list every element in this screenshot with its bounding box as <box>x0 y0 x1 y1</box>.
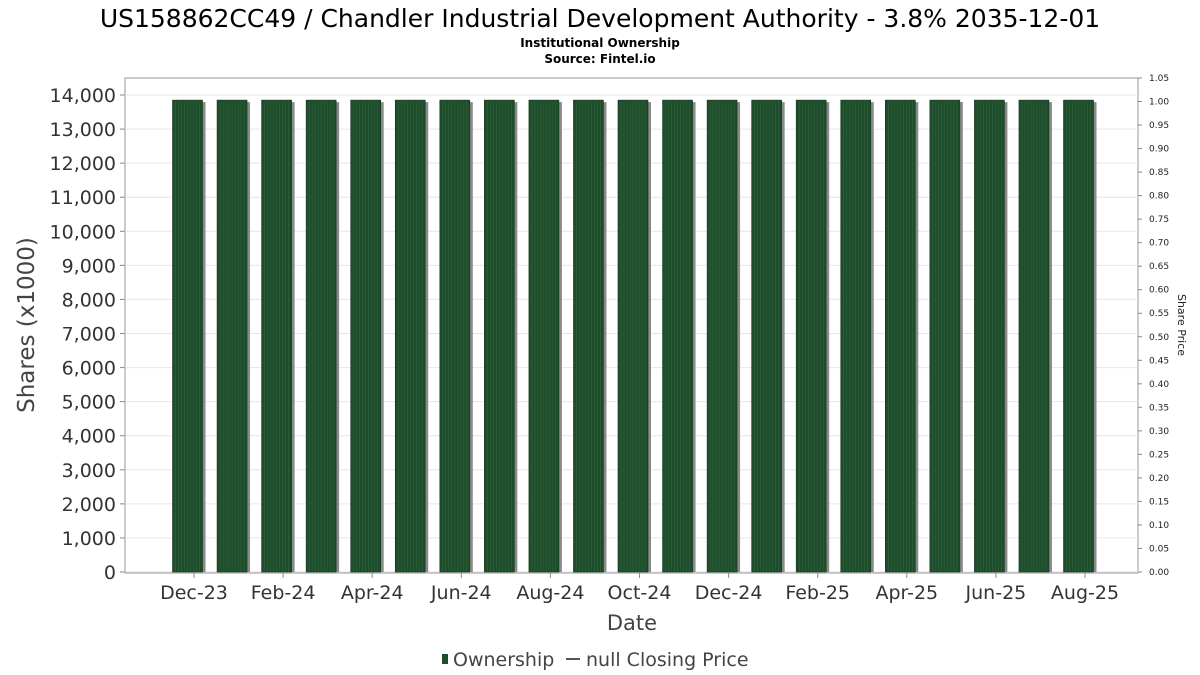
ownership-legend-swatch <box>442 654 448 664</box>
y2-tick-label: 0.75 <box>1149 215 1169 225</box>
y2-tick-label: 0.20 <box>1149 474 1169 484</box>
chart-title: US158862CC49 / Chandler Industrial Devel… <box>100 4 1100 33</box>
y-tick-label: 1,000 <box>62 528 116 550</box>
y2-tick-label: 0.50 <box>1149 333 1169 343</box>
y-tick-label: 10,000 <box>50 221 116 243</box>
x-axis: Dec-23 Feb-24 Apr-24 Jun-24 Aug-24 Oct-24 Dec-… <box>160 573 1119 604</box>
x-tick-label: Feb-25 <box>785 582 850 604</box>
x-tick-label: Oct-24 <box>608 582 672 604</box>
y-tick-label: 8,000 <box>62 289 116 311</box>
legend: Ownership null Closing Price <box>442 649 749 671</box>
y2-tick-label: 0.40 <box>1149 380 1169 390</box>
x-axis-label: Date <box>607 611 657 635</box>
y2-tick-label: 0.70 <box>1149 239 1169 249</box>
y2-tick-label: 0.80 <box>1149 192 1169 202</box>
y-tick-label: 9,000 <box>62 255 116 277</box>
y2-tick-label: 0.45 <box>1149 356 1169 366</box>
y2-axis-label: Share Price <box>1175 294 1188 356</box>
y-tick-label: 12,000 <box>50 153 116 175</box>
y2-tick-label: 0.60 <box>1149 286 1169 296</box>
y-tick-label: 2,000 <box>62 494 116 516</box>
legend-closing-price-label: null Closing Price <box>586 649 749 671</box>
y2-tick-label: 0.95 <box>1149 121 1169 131</box>
x-tick-label: Dec-24 <box>695 582 763 604</box>
x-tick-label: Jun-25 <box>965 582 1027 604</box>
x-tick-label: Dec-23 <box>160 582 228 604</box>
y-tick-label: 7,000 <box>62 324 116 346</box>
bars <box>172 99 1097 573</box>
y2-tick-label: 0.35 <box>1149 403 1169 413</box>
x-tick-label: Aug-25 <box>1051 582 1119 604</box>
x-tick-label: Apr-24 <box>341 582 404 604</box>
y2-tick-label: 0.10 <box>1149 521 1169 531</box>
y-axis: 0 1,000 2,000 3,000 4,000 5,000 6,000 7,000 8,00… <box>50 85 125 584</box>
y2-tick-label: 0.05 <box>1149 544 1169 554</box>
x-tick-label: Apr-25 <box>875 582 938 604</box>
y-axis-label: Shares (x1000) <box>14 237 40 413</box>
x-tick-label: Feb-24 <box>251 582 316 604</box>
y2-tick-label: 0.25 <box>1149 450 1169 460</box>
y2-tick-label: 1.05 <box>1149 74 1169 84</box>
y2-tick-label: 0.65 <box>1149 262 1169 272</box>
chart-subtitle-line-2: Source: Fintel.io <box>544 52 655 66</box>
y2-tick-label: 0.15 <box>1149 497 1169 507</box>
y2-tick-label: 1.00 <box>1149 98 1169 108</box>
y2-axis: 0.00 0.05 0.10 0.15 0.20 0.25 0.30 0.35 0.40 0.45… <box>1138 74 1169 578</box>
y-tick-label: 5,000 <box>62 392 116 414</box>
x-tick-label: Aug-24 <box>516 582 584 604</box>
y-tick-label: 14,000 <box>50 85 116 107</box>
y-tick-label: 4,000 <box>62 426 116 448</box>
y2-tick-label: 0.30 <box>1149 427 1169 437</box>
y2-tick-label: 0.00 <box>1149 568 1169 578</box>
y-tick-label: 13,000 <box>50 119 116 141</box>
y-tick-label: 6,000 <box>62 358 116 380</box>
x-tick-label: Jun-24 <box>430 582 492 604</box>
chart-subtitle-line-1: Institutional Ownership <box>520 36 680 50</box>
y2-tick-label: 0.55 <box>1149 309 1169 319</box>
y-tick-label: 0 <box>104 562 116 584</box>
y2-tick-label: 0.85 <box>1149 168 1169 178</box>
y2-tick-label: 0.90 <box>1149 145 1169 155</box>
y-tick-label: 3,000 <box>62 460 116 482</box>
legend-ownership-label: Ownership <box>453 649 554 671</box>
y-tick-label: 11,000 <box>50 187 116 209</box>
